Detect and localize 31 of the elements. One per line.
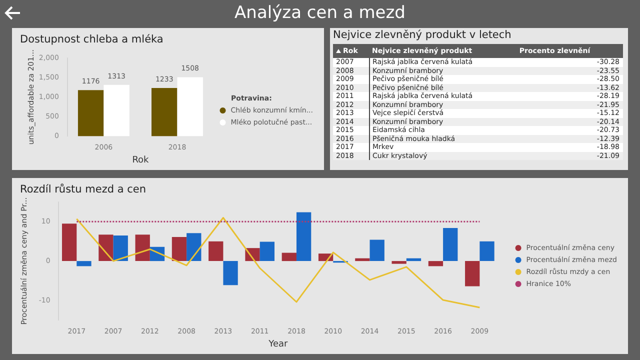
bar <box>428 261 444 266</box>
bar <box>113 235 128 262</box>
chart-title: Rozdíl růstu mezd a cen <box>20 184 146 196</box>
line-series <box>76 216 480 308</box>
bar <box>104 84 130 136</box>
bar <box>186 233 202 262</box>
bar <box>172 237 187 262</box>
bar <box>465 261 480 286</box>
bar <box>177 77 203 136</box>
bar <box>406 258 422 262</box>
chart-title: Dostupnost chleba a mléka <box>20 34 164 46</box>
bar <box>260 242 275 262</box>
bar <box>223 261 238 286</box>
bar <box>78 90 104 136</box>
bar <box>480 241 494 262</box>
bar <box>443 228 458 262</box>
text: Analýza cen a mezd <box>234 2 406 25</box>
bar <box>282 252 296 262</box>
bar <box>98 234 114 262</box>
chart-title: Nejvice zlevněný produkt v letech <box>332 28 512 43</box>
bar <box>135 234 150 262</box>
bar <box>62 224 77 262</box>
bar <box>208 241 224 262</box>
x-axis-title: Rok <box>132 156 150 166</box>
bar <box>392 261 406 264</box>
bar <box>370 240 384 262</box>
x-axis-title: Year <box>268 340 288 350</box>
bar <box>296 212 312 262</box>
bar <box>152 88 178 136</box>
bar <box>355 258 370 262</box>
bar <box>76 261 92 266</box>
